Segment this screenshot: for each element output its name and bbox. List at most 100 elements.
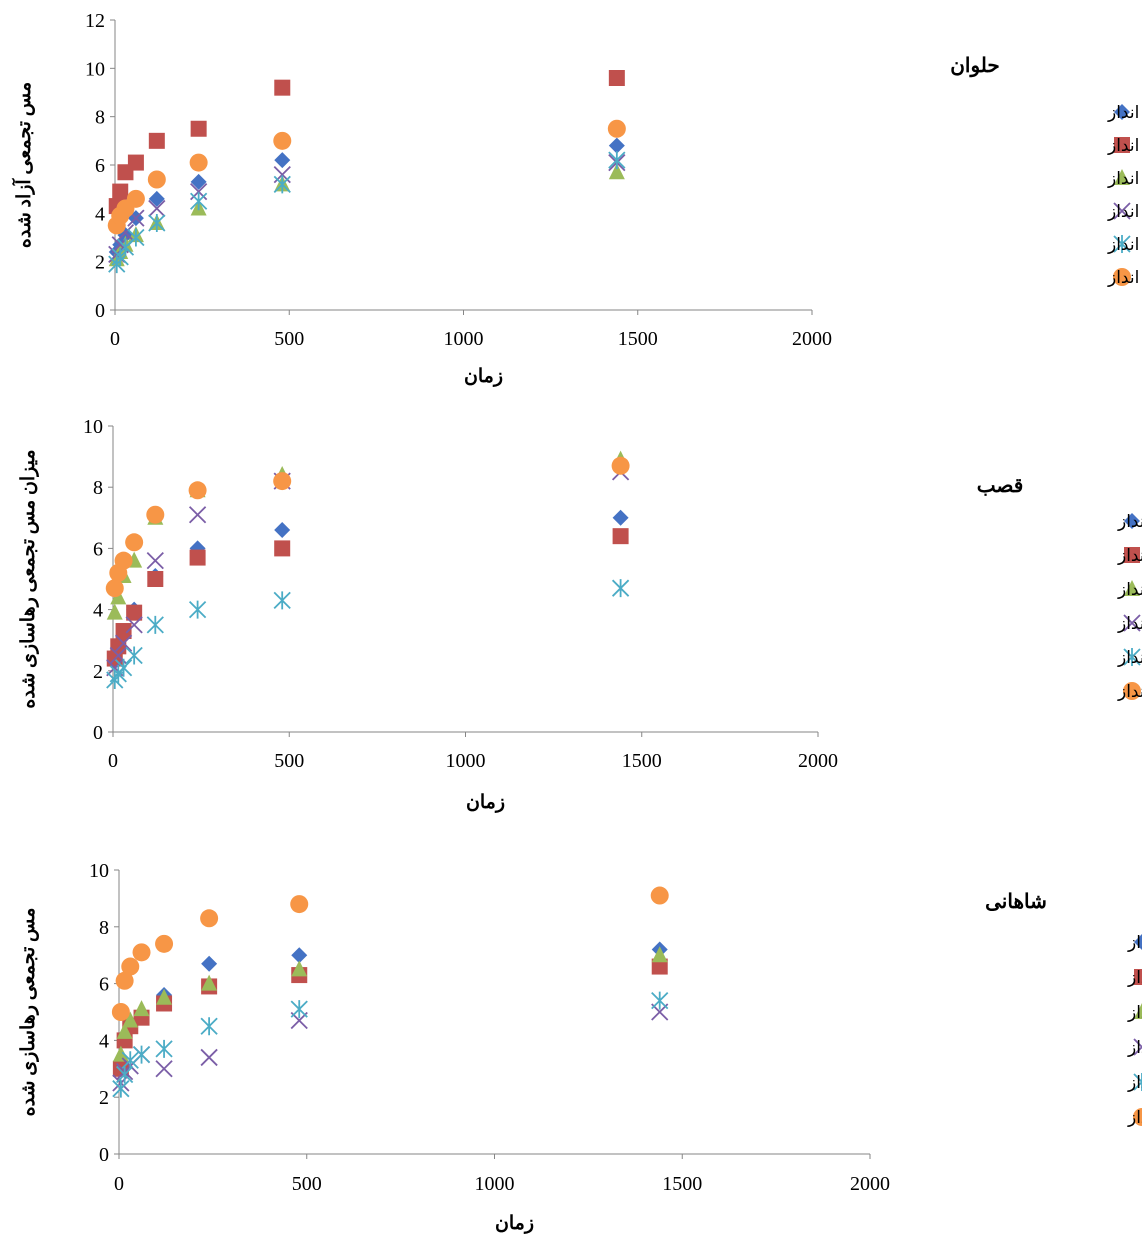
x-tick-label: 1000 (475, 1173, 515, 1195)
chart-title: شاهانی (985, 891, 1047, 913)
legend-marker (1114, 104, 1130, 120)
data-point (115, 623, 132, 640)
y-tick-label: 6 (95, 155, 105, 177)
series-3 (112, 946, 668, 1062)
data-point (148, 132, 165, 149)
x-axis-label: زمان (464, 366, 503, 387)
data-point (116, 1022, 133, 1039)
data-point (147, 170, 166, 189)
data-point (146, 552, 164, 570)
x-tick-label: 2000 (792, 328, 832, 350)
x-tick-label: 500 (292, 1173, 322, 1195)
legend-label: عمق۲۰ سایه انداز (1117, 614, 1142, 634)
y-tick-label: 8 (99, 917, 109, 939)
series-6 (111, 886, 669, 1021)
data-point (274, 79, 291, 96)
data-point (122, 1011, 139, 1028)
data-point (121, 957, 140, 976)
data-point (133, 1000, 150, 1017)
legend-label: عمق ۶۰ سایه انداز (1117, 682, 1142, 702)
data-point (132, 1045, 151, 1064)
data-point (155, 1039, 173, 1058)
x-tick-label: 1500 (618, 328, 658, 350)
y-axis-label: مس تجمعی رهاسازی شده (18, 908, 39, 1117)
y-tick-label: 6 (93, 538, 103, 560)
data-point (106, 670, 124, 689)
data-point (146, 505, 165, 524)
series-1 (112, 941, 668, 1074)
legend-label: عمق۲۰خارج از سایه انداز (1127, 933, 1142, 953)
x-tick-label: 500 (274, 328, 304, 350)
data-point (126, 189, 145, 208)
legend-label: عمق۴۰ سایه انداز (1117, 648, 1142, 668)
series-1 (108, 137, 625, 260)
legend-label: عمق۶۰خارج از سایه انداز (1127, 1003, 1142, 1023)
y-tick-label: 10 (83, 416, 103, 438)
data-point (611, 456, 630, 475)
legend-marker (1134, 934, 1142, 950)
data-point (291, 947, 308, 964)
legend-marker (1134, 969, 1142, 985)
data-point (146, 615, 164, 634)
data-point (607, 119, 626, 138)
data-point (274, 522, 291, 539)
data-point (190, 120, 207, 137)
legend-marker (1124, 513, 1140, 529)
y-tick-label: 0 (99, 1144, 109, 1166)
x-tick-label: 500 (274, 750, 304, 772)
y-tick-label: 0 (95, 300, 105, 322)
legend-marker (1124, 547, 1140, 563)
series-3 (108, 163, 625, 267)
chart-panel-2: 0 2 4 6 8 10 0 500 1000 1500 2000 زمان میزان مس تجمع… (18, 416, 1142, 813)
data-point (608, 70, 625, 86)
series-2 (112, 958, 668, 1077)
data-point (201, 974, 218, 991)
data-point (148, 214, 166, 232)
legend-marker (1114, 137, 1130, 153)
legend-label: عمق۶۰خارج از سایه انداز (1117, 580, 1142, 600)
data-point (188, 600, 207, 619)
y-tick-label: 10 (89, 860, 109, 882)
data-point (651, 991, 669, 1010)
data-point (650, 886, 669, 905)
data-point (608, 137, 625, 154)
data-point (189, 153, 208, 172)
x-tick-label: 2000 (850, 1173, 890, 1195)
series-2 (108, 70, 625, 215)
data-point (608, 163, 625, 180)
data-point (121, 1051, 139, 1070)
data-point (273, 472, 292, 491)
data-point (105, 579, 124, 598)
data-point (190, 173, 207, 190)
legend-label: عمق۶۰سایه انداز (1127, 1108, 1142, 1128)
legend-marker (1134, 1003, 1142, 1019)
y-tick-label: 10 (85, 58, 105, 80)
data-point (291, 960, 308, 977)
chart-title: قصب (977, 475, 1024, 497)
data-point (612, 509, 629, 526)
data-point (148, 199, 166, 218)
x-axis-label: زمان (466, 792, 505, 813)
data-point (112, 1045, 129, 1062)
data-point (188, 481, 207, 500)
x-tick-label: 1500 (662, 1173, 702, 1195)
data-point (189, 549, 206, 566)
legend-label: عمق۶۰ خارج از سایه انداز (1107, 169, 1142, 189)
data-point (290, 895, 309, 914)
data-point (273, 591, 291, 610)
legend-label: عمق۶۰سایه انداز (1107, 268, 1142, 288)
data-point (274, 540, 291, 557)
data-point (114, 551, 133, 570)
data-point (190, 192, 208, 211)
data-point (132, 943, 151, 962)
y-tick-label: 12 (85, 10, 105, 32)
data-point (125, 616, 143, 634)
chart-panel-1: 0 2 4 6 8 10 12 0 500 1000 1500 2000 زمان مس تجمعی آز… (11, 10, 1142, 387)
data-point (273, 175, 291, 194)
x-axis-label: زمان (495, 1213, 534, 1234)
legend-marker (1133, 1108, 1142, 1126)
data-point (127, 154, 144, 171)
series-4 (106, 463, 630, 677)
x-tick-label: 1000 (446, 750, 486, 772)
x-tick-label: 2000 (798, 750, 838, 772)
